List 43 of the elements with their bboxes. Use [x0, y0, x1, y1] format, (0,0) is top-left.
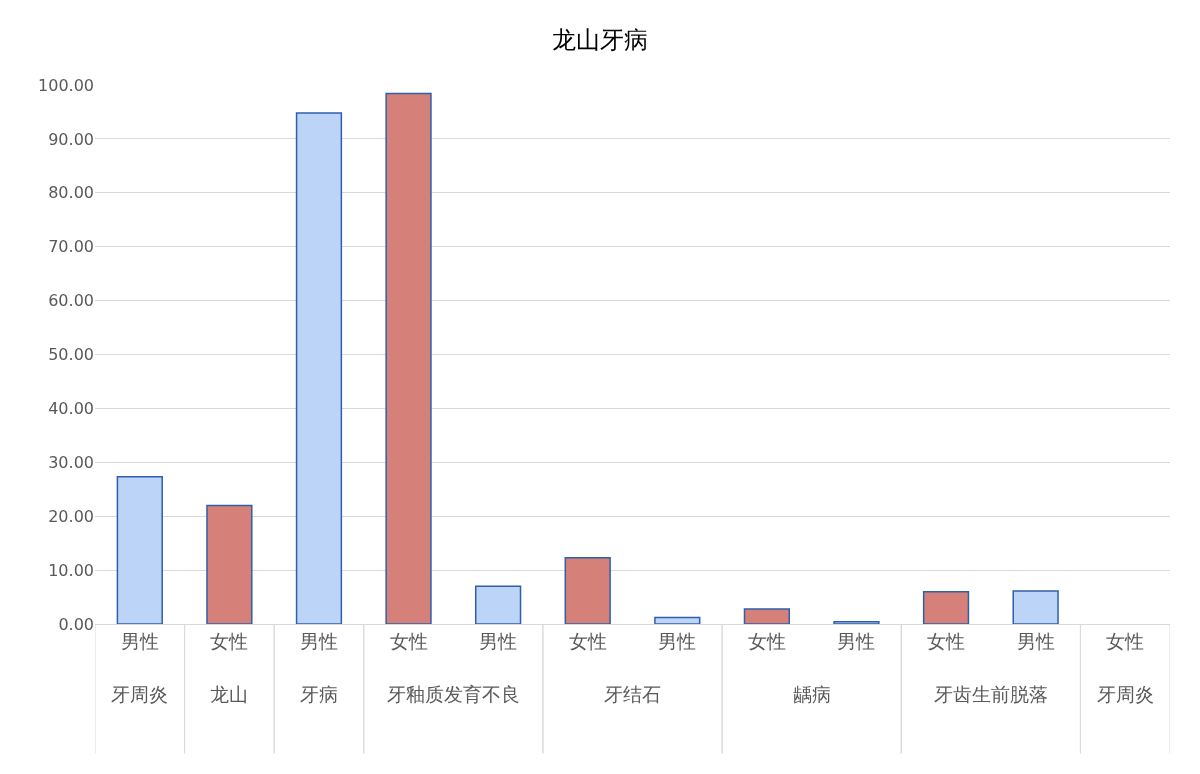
- category-label: 男性: [837, 629, 876, 652]
- y-tick-label: 30.00: [48, 452, 94, 472]
- y-tick-label: 40.00: [48, 399, 94, 418]
- category-label: 龙山: [210, 683, 248, 705]
- bar: [206, 504, 253, 624]
- category-label: 女性: [927, 629, 966, 652]
- bar: [833, 621, 880, 624]
- bar: [116, 476, 163, 624]
- category-label: 男性: [1016, 629, 1055, 652]
- category-label: 女性: [389, 629, 428, 652]
- category-label: 龋病: [793, 683, 831, 705]
- y-tick-label: 80.00: [48, 183, 94, 203]
- y-tick-label: 70.00: [48, 237, 94, 257]
- bar: [743, 608, 791, 624]
- bar: [654, 616, 701, 624]
- chart-title: 龙山牙病: [552, 25, 648, 54]
- bar: [385, 92, 432, 624]
- y-tick-label: 100.00: [38, 75, 94, 95]
- category-label: 女性: [568, 629, 607, 652]
- category-label: 牙周炎: [1097, 683, 1154, 705]
- category-label: 男性: [299, 629, 338, 652]
- category-label: 女性: [747, 629, 786, 652]
- y-tick-label: 60.00: [48, 291, 94, 311]
- bar: [922, 590, 970, 624]
- y-tick-label: 20.00: [48, 506, 94, 526]
- category-label: 牙病: [300, 683, 338, 705]
- y-tick-label: 50.00: [48, 345, 94, 365]
- bar: [295, 112, 343, 624]
- bar: [474, 585, 522, 624]
- y-tick-label: 10.00: [48, 560, 94, 580]
- category-label: 男性: [658, 629, 697, 652]
- category-label: 牙结石: [604, 683, 661, 705]
- category-label: 牙齿生前脱落: [934, 683, 1048, 705]
- y-tick-label: 90.00: [48, 129, 94, 149]
- bar: [1012, 590, 1059, 624]
- category-label: 牙周炎: [111, 683, 168, 705]
- bar: [564, 556, 611, 624]
- category-label: 牙釉质发育不良: [387, 683, 520, 705]
- category-label: 女性: [210, 629, 249, 652]
- category-label: 男性: [479, 629, 518, 652]
- y-tick-label: 0.00: [58, 614, 94, 634]
- category-label: 女性: [1106, 629, 1145, 652]
- category-label: 男性: [120, 629, 159, 652]
